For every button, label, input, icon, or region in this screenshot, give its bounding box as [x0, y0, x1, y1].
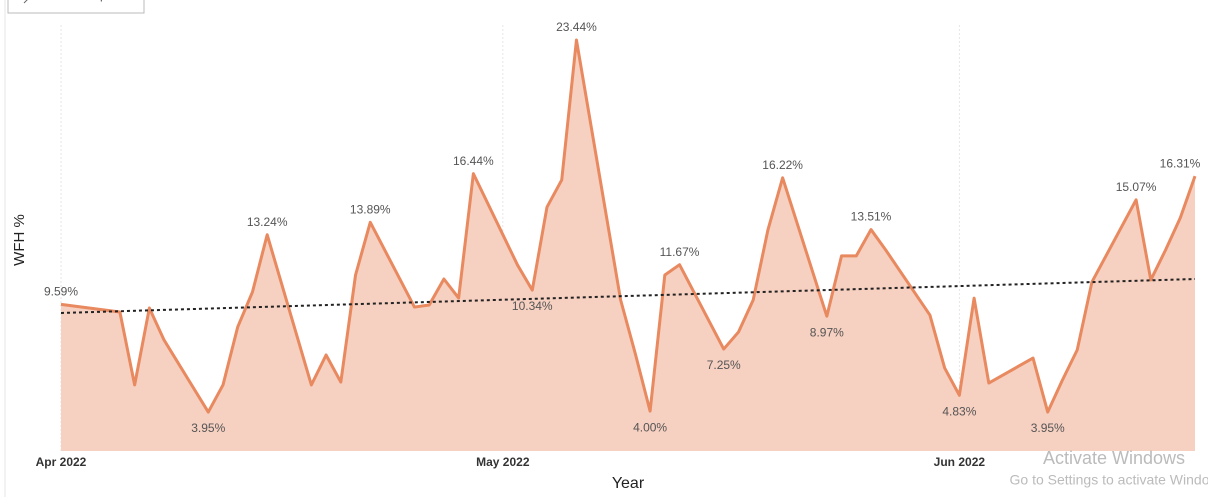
area [61, 40, 1195, 452]
data-label: 13.24% [247, 215, 288, 229]
data-label: 4.83% [942, 404, 976, 418]
x-axis-title: Year [612, 475, 645, 492]
data-label: 13.51% [851, 210, 892, 224]
data-label: 13.89% [350, 202, 391, 216]
back-button[interactable]: Back to report [7, 0, 145, 14]
back-arrow [23, 0, 28, 4]
x-tick-label: May 2022 [476, 455, 530, 469]
data-label: 3.95% [191, 421, 225, 435]
line [60, 38, 1197, 414]
data-label: 16.22% [762, 158, 803, 172]
data-label: 9.59% [44, 285, 78, 299]
data-label: 23.44% [556, 20, 597, 34]
y-axis-title: WFH % [11, 214, 28, 266]
trend-line [60, 278, 1196, 314]
back-button-label[interactable]: Back to report [46, 0, 121, 2]
data-label: 11.67% [660, 245, 700, 259]
x-tick-label: Jun 2022 [934, 455, 986, 469]
x-tick-label: Apr 2022 [36, 455, 87, 469]
data-label: 16.44% [453, 154, 494, 168]
data-label: 8.97% [810, 325, 844, 339]
data-label: 3.95% [1031, 421, 1065, 435]
back-button-frame[interactable] [7, 0, 145, 14]
data-label: 15.07% [1116, 180, 1157, 194]
watermark-title: Activate Windows [1043, 448, 1185, 468]
watermark-subtitle: Go to Settings to activate Windows. [1010, 472, 1208, 488]
data-label: 10.34% [512, 299, 553, 313]
data-label: 7.25% [707, 358, 741, 372]
data-label: 16.31% [1160, 156, 1201, 170]
data-label: 4.00% [633, 420, 667, 434]
